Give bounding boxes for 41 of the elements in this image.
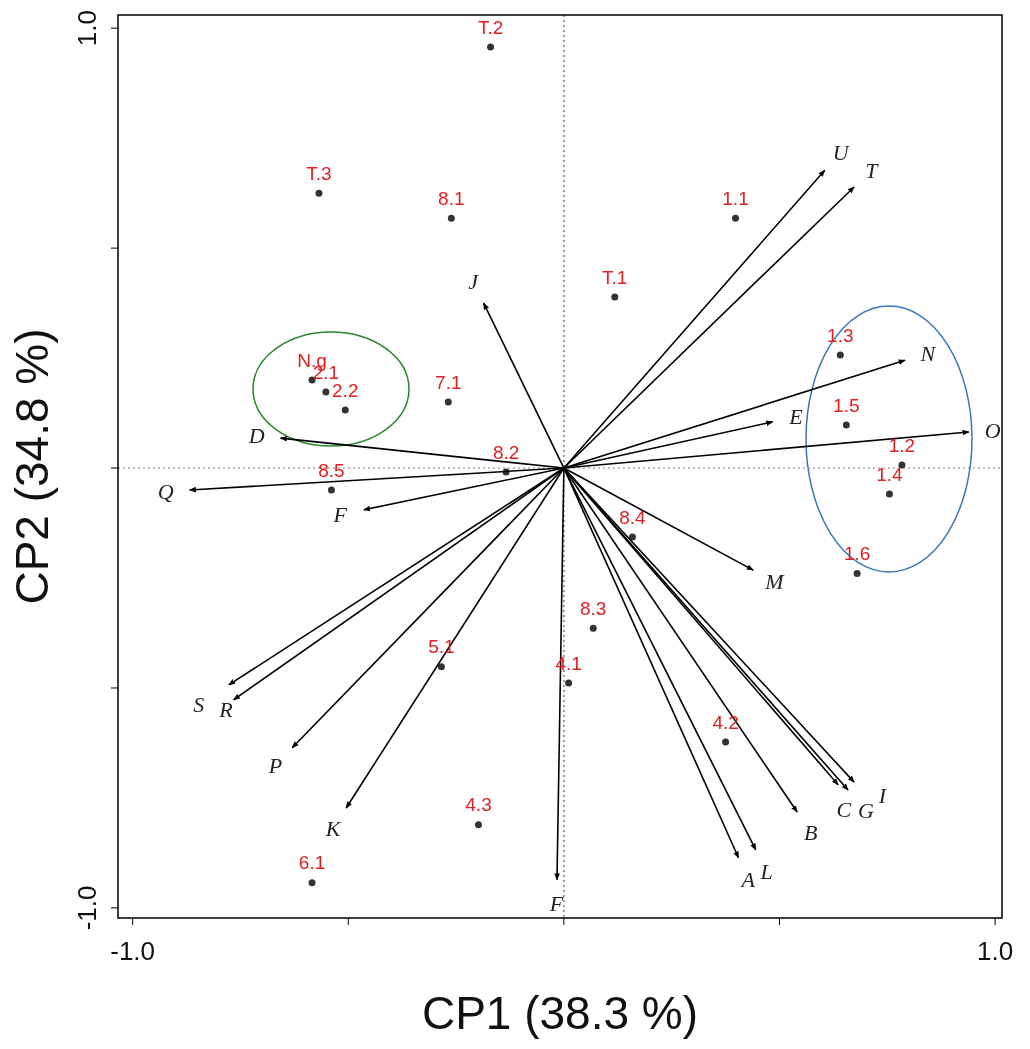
series-label: I	[877, 783, 888, 809]
annotation: 2.2	[332, 379, 359, 401]
series-label: S	[193, 691, 205, 717]
annotation: T.2	[477, 16, 504, 38]
series-label: O	[984, 417, 1001, 443]
series-label: C	[836, 796, 852, 822]
y-axis-title: CP2 (34.8 %)	[6, 328, 58, 605]
series-label: D	[247, 423, 265, 449]
series-label: L	[759, 858, 773, 884]
series-label: P	[267, 752, 283, 778]
series-label: M	[764, 569, 786, 595]
annotation: 1.4	[876, 463, 904, 485]
series-label: U	[832, 139, 851, 165]
series-label: R	[218, 697, 234, 723]
series-label: Q	[157, 479, 174, 505]
series-label: B	[803, 819, 818, 845]
annotation: 1.6	[843, 543, 871, 565]
annotation: 8.3	[579, 597, 607, 619]
annotation: 8.2	[492, 441, 520, 463]
annotation: T.1	[602, 266, 628, 288]
annotation: 8.4	[619, 506, 647, 528]
x-axis-title: CP1 (38.3 %)	[421, 987, 699, 1039]
series-label: J	[468, 269, 480, 295]
series-label: F	[332, 502, 348, 528]
annotation: 1.1	[722, 187, 749, 209]
series-label: G	[857, 797, 874, 823]
annotation: T.3	[306, 162, 332, 184]
annotation: 1.5	[833, 394, 860, 416]
annotation: 8.1	[438, 187, 465, 209]
series-label: T	[865, 157, 880, 183]
annotation: 8.5	[318, 459, 345, 481]
series-label: K	[324, 815, 342, 841]
annotation: 1.2	[888, 434, 916, 456]
series-label: N	[919, 340, 937, 366]
annotation: 4.3	[465, 794, 492, 816]
annotation: 4.2	[712, 711, 739, 733]
annotation: 6.1	[298, 852, 326, 874]
series-label: F	[548, 891, 564, 917]
series-label: E	[788, 404, 804, 430]
series-label: A	[739, 867, 756, 893]
annotation: 7.1	[435, 371, 462, 393]
